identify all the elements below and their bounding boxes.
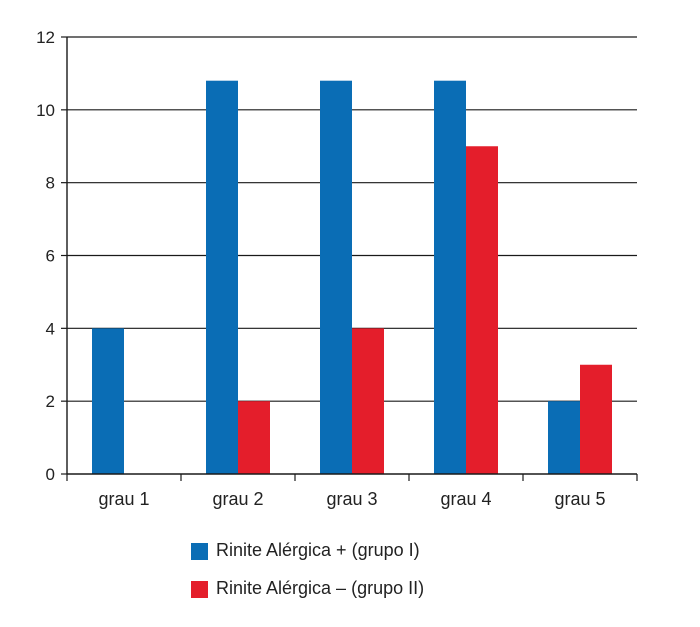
bar-group-2 (238, 401, 270, 474)
bar-group-2 (580, 364, 612, 474)
bar-group-1 (548, 401, 580, 474)
bar-group-1 (206, 80, 238, 474)
y-tick-label: 12 (36, 28, 55, 47)
legend-swatch-group-1 (191, 543, 208, 560)
legend-swatch-group-2 (191, 581, 208, 598)
legend-label-group-2: Rinite Alérgica – (grupo II) (216, 578, 425, 598)
x-tick-label: grau 4 (440, 489, 491, 509)
bar-group-2 (466, 146, 498, 474)
y-tick-label: 0 (46, 465, 55, 484)
bar-group-1 (434, 80, 466, 474)
bar-group-1 (320, 80, 352, 474)
x-tick-label: grau 3 (326, 489, 377, 509)
y-tick-label: 6 (46, 247, 55, 266)
y-tick-label: 8 (46, 174, 55, 193)
y-tick-label: 2 (46, 392, 55, 411)
bar-group-2 (352, 328, 384, 474)
x-tick-label: grau 2 (212, 489, 263, 509)
x-tick-labels: grau 1 grau 2 grau 3 grau 4 grau 5 (98, 489, 605, 509)
legend-label-group-1: Rinite Alérgica + (grupo I) (216, 540, 420, 560)
x-tick-label: grau 1 (98, 489, 149, 509)
y-tick-label: 10 (36, 101, 55, 120)
bar-group-1 (92, 328, 124, 474)
bars (92, 80, 612, 474)
x-tick-label: grau 5 (554, 489, 605, 509)
axes (61, 36, 638, 481)
y-tick-labels: 0 2 4 6 8 10 12 (36, 28, 55, 484)
y-tick-label: 4 (46, 319, 55, 338)
bar-chart: 0 2 4 6 8 10 12 grau 1 grau 2 grau 3 grau 4 grau 5 (36, 28, 638, 509)
